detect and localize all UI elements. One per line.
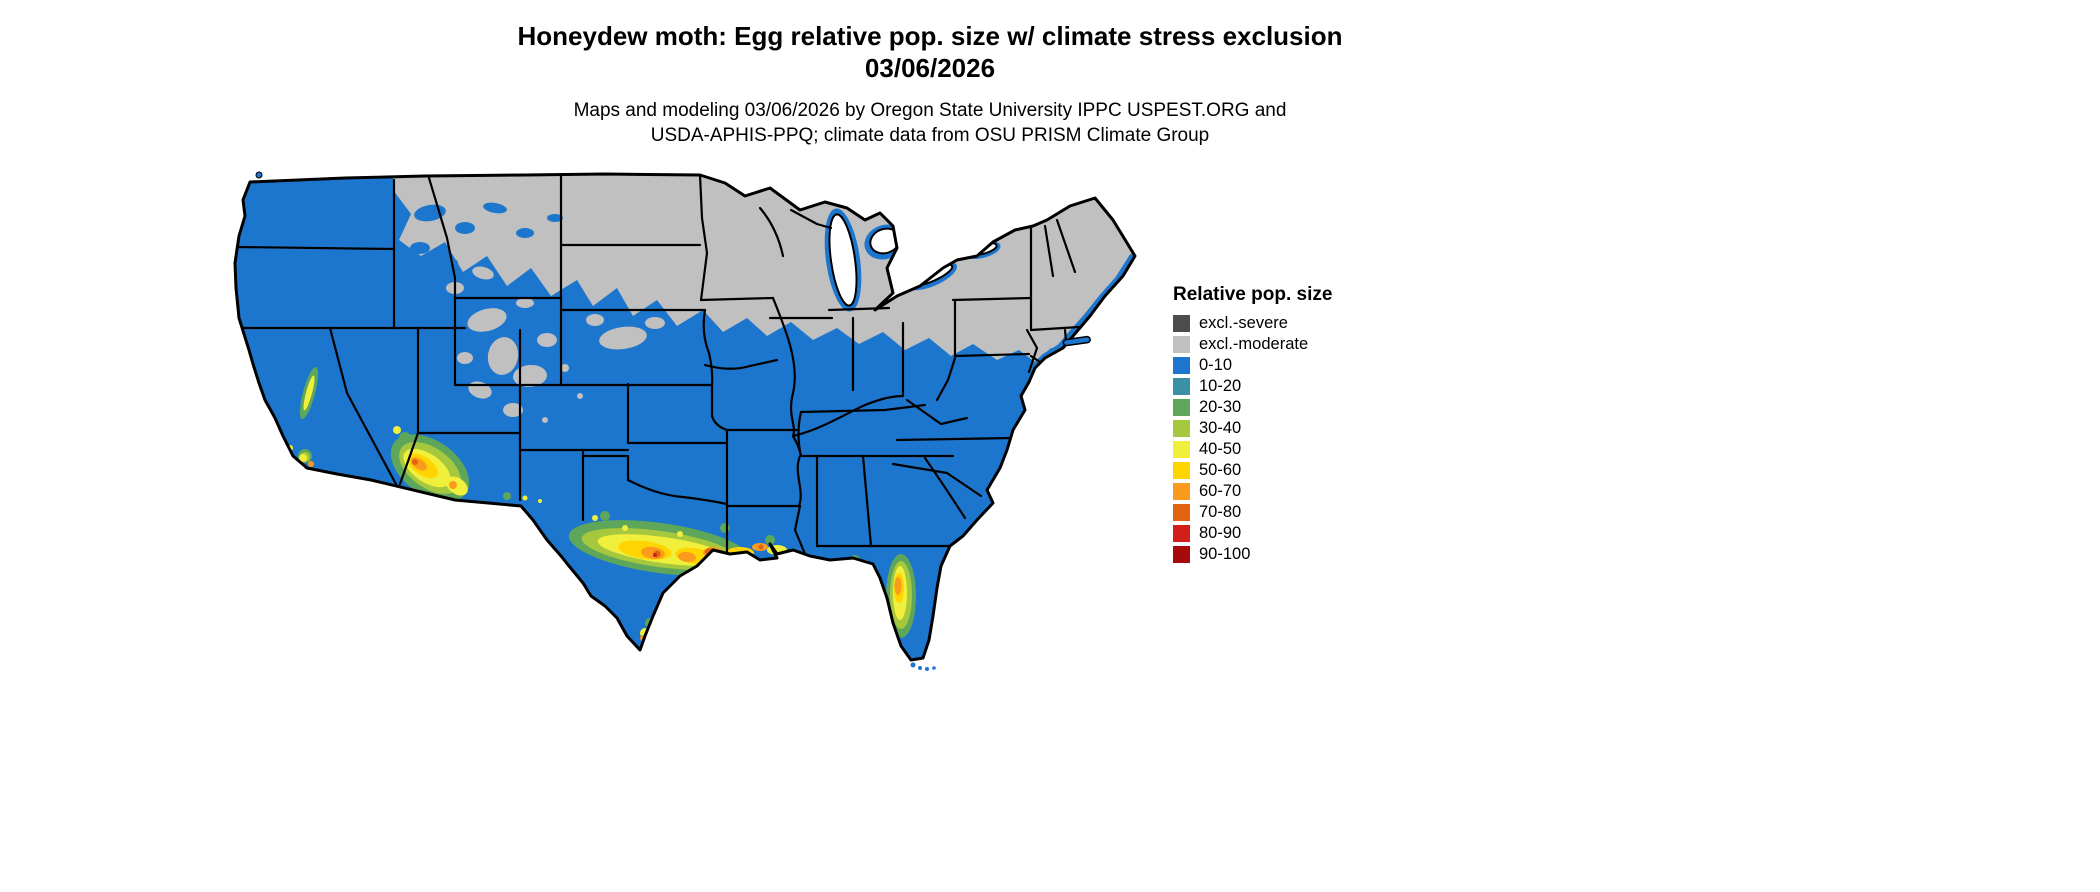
map-subtitle-line2: USDA-APHIS-PPQ; climate data from OSU PR… [650,125,1210,146]
legend-item-label: 40-50 [1199,440,1242,458]
state-borders [236,174,1097,570]
legend-item-label: excl.-moderate [1199,335,1309,353]
legend-item-label: 80-90 [1199,524,1242,542]
legend-item: excl.-moderate [1173,336,1393,353]
legend-swatch [1173,336,1190,353]
legend-item: 50-60 [1173,462,1393,479]
map-title-line2: 03/06/2026 [864,53,996,83]
lake-michigan [828,213,858,307]
legend-item: 0-10 [1173,357,1393,374]
legend-item-label: 20-30 [1199,398,1242,416]
legend-item: 90-100 [1173,546,1393,563]
legend-item: excl.-severe [1173,315,1393,332]
legend-item-label: 60-70 [1199,482,1242,500]
us-map [225,168,1145,673]
legend-swatch [1173,315,1190,332]
map-subtitle-line1: Maps and modeling 03/06/2026 by Oregon S… [573,100,1287,121]
legend-swatch [1173,546,1190,563]
legend-item-label: 0-10 [1199,356,1233,374]
header: Honeydew moth: Egg relative pop. size w/… [0,20,1860,148]
legend-items: excl.-severe excl.-moderate 0-10 10-20 20-30… [1173,315,1393,563]
legend-item: 40-50 [1173,441,1393,458]
legend-swatch [1173,399,1190,416]
legend-swatch [1173,462,1190,479]
legend-item: 60-70 [1173,483,1393,500]
legend-swatch [1173,504,1190,521]
legend-swatch [1173,420,1190,437]
legend-item-label: 70-80 [1199,503,1242,521]
long-island [1062,335,1091,347]
legend-item-label: 10-20 [1199,377,1242,395]
legend-title: Relative pop. size [1173,284,1333,305]
legend-swatch [1173,378,1190,395]
legend-item: 30-40 [1173,420,1393,437]
legend-item: 70-80 [1173,504,1393,521]
northwest-island [255,171,263,179]
legend: Relative pop. size excl.-severe excl.-mod… [1173,284,1393,567]
florida-keys [910,662,936,671]
legend-swatch [1173,483,1190,500]
us-map-svg [233,171,1137,671]
legend-item: 20-30 [1173,399,1393,416]
legend-item: 10-20 [1173,378,1393,395]
legend-item-label: 90-100 [1199,545,1251,563]
legend-item-label: excl.-severe [1199,314,1288,332]
suitable-zone-gray-speckles [446,266,665,423]
legend-swatch [1173,441,1190,458]
legend-item: 80-90 [1173,525,1393,542]
legend-swatch [1173,525,1190,542]
legend-item-label: 30-40 [1199,419,1242,437]
legend-swatch [1173,357,1190,374]
conus-outline [233,172,1137,662]
map-subtitle: Maps and modeling 03/06/2026 by Oregon S… [0,98,1860,148]
map-title-line1: Honeydew moth: Egg relative pop. size w/… [517,21,1343,51]
legend-item-label: 50-60 [1199,461,1242,479]
